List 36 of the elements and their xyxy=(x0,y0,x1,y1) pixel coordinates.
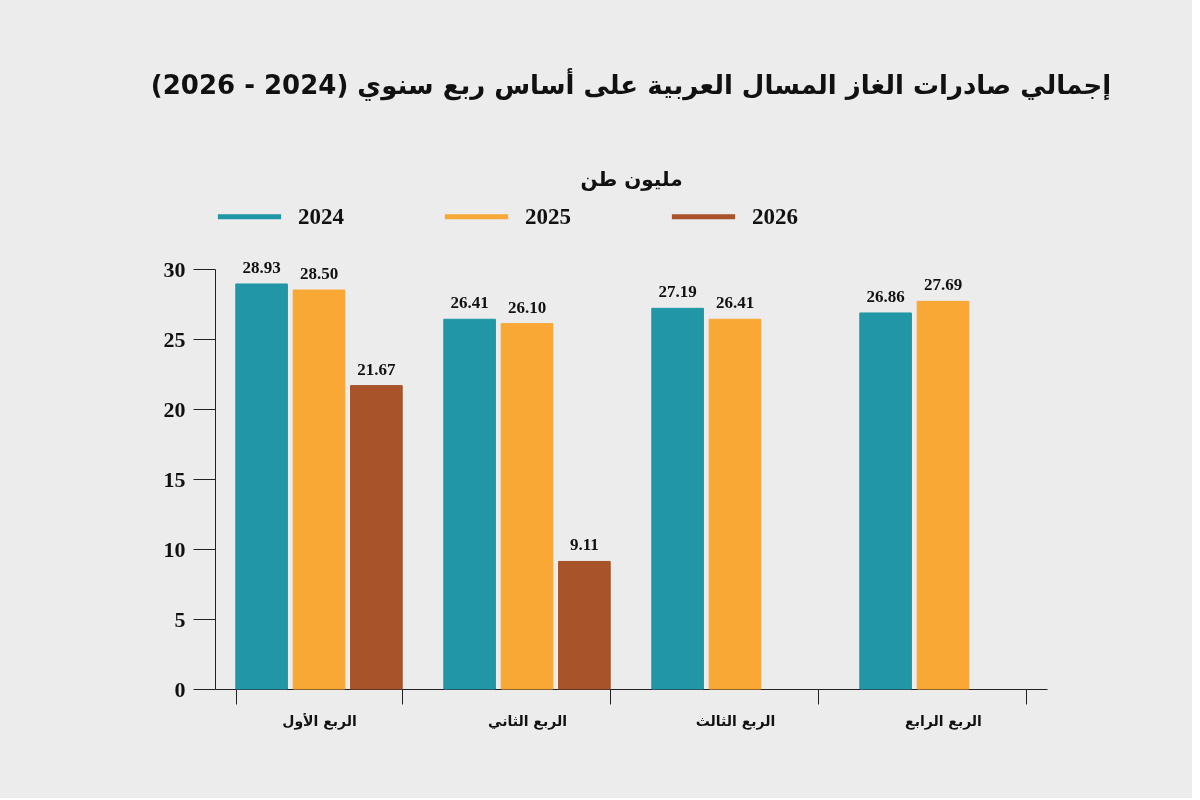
y-tick-label: 20 xyxy=(163,396,186,422)
x-tick-label: الربع الثالث xyxy=(695,712,776,730)
bar xyxy=(651,307,704,690)
data-label: 27.69 xyxy=(923,275,963,295)
y-tick-label: 0 xyxy=(174,676,186,702)
data-label: 9.11 xyxy=(569,535,599,555)
data-label: 26.41 xyxy=(715,293,755,313)
chart-title: إجمالي صادرات الغاز المسال العربية على أساس ربع سنوي (2024 - 2026) xyxy=(150,68,1112,101)
x-tick-label: الربع الرابع xyxy=(905,712,982,730)
y-tick-label: 5 xyxy=(174,606,186,632)
bar xyxy=(235,283,288,690)
data-label: 26.41 xyxy=(450,293,489,313)
data-label: 26.10 xyxy=(507,297,547,317)
bar xyxy=(292,289,346,690)
x-tick-label: الربع الأول xyxy=(282,712,357,730)
legend-label: 2026 xyxy=(752,203,798,229)
data-label: 28.93 xyxy=(242,257,281,277)
bar xyxy=(558,560,611,690)
y-axis-title: مليون طن xyxy=(580,166,683,191)
bar xyxy=(350,385,403,690)
data-label: 26.86 xyxy=(866,286,905,306)
y-tick-label: 30 xyxy=(163,256,186,282)
y-tick-label: 15 xyxy=(163,466,186,492)
data-label: 21.67 xyxy=(357,359,396,379)
y-tick-label: 25 xyxy=(163,326,186,352)
data-label: 28.50 xyxy=(299,264,339,283)
bar xyxy=(859,312,912,690)
y-tick-label: 10 xyxy=(163,536,186,562)
bar xyxy=(500,323,554,690)
bar xyxy=(708,318,762,690)
bar xyxy=(916,300,970,690)
bar xyxy=(443,318,496,690)
x-tick-label: الربع الثاني xyxy=(488,712,567,730)
legend-label: 2025 xyxy=(525,203,571,229)
data-label: 27.19 xyxy=(658,282,697,302)
legend-label: 2024 xyxy=(298,203,345,229)
